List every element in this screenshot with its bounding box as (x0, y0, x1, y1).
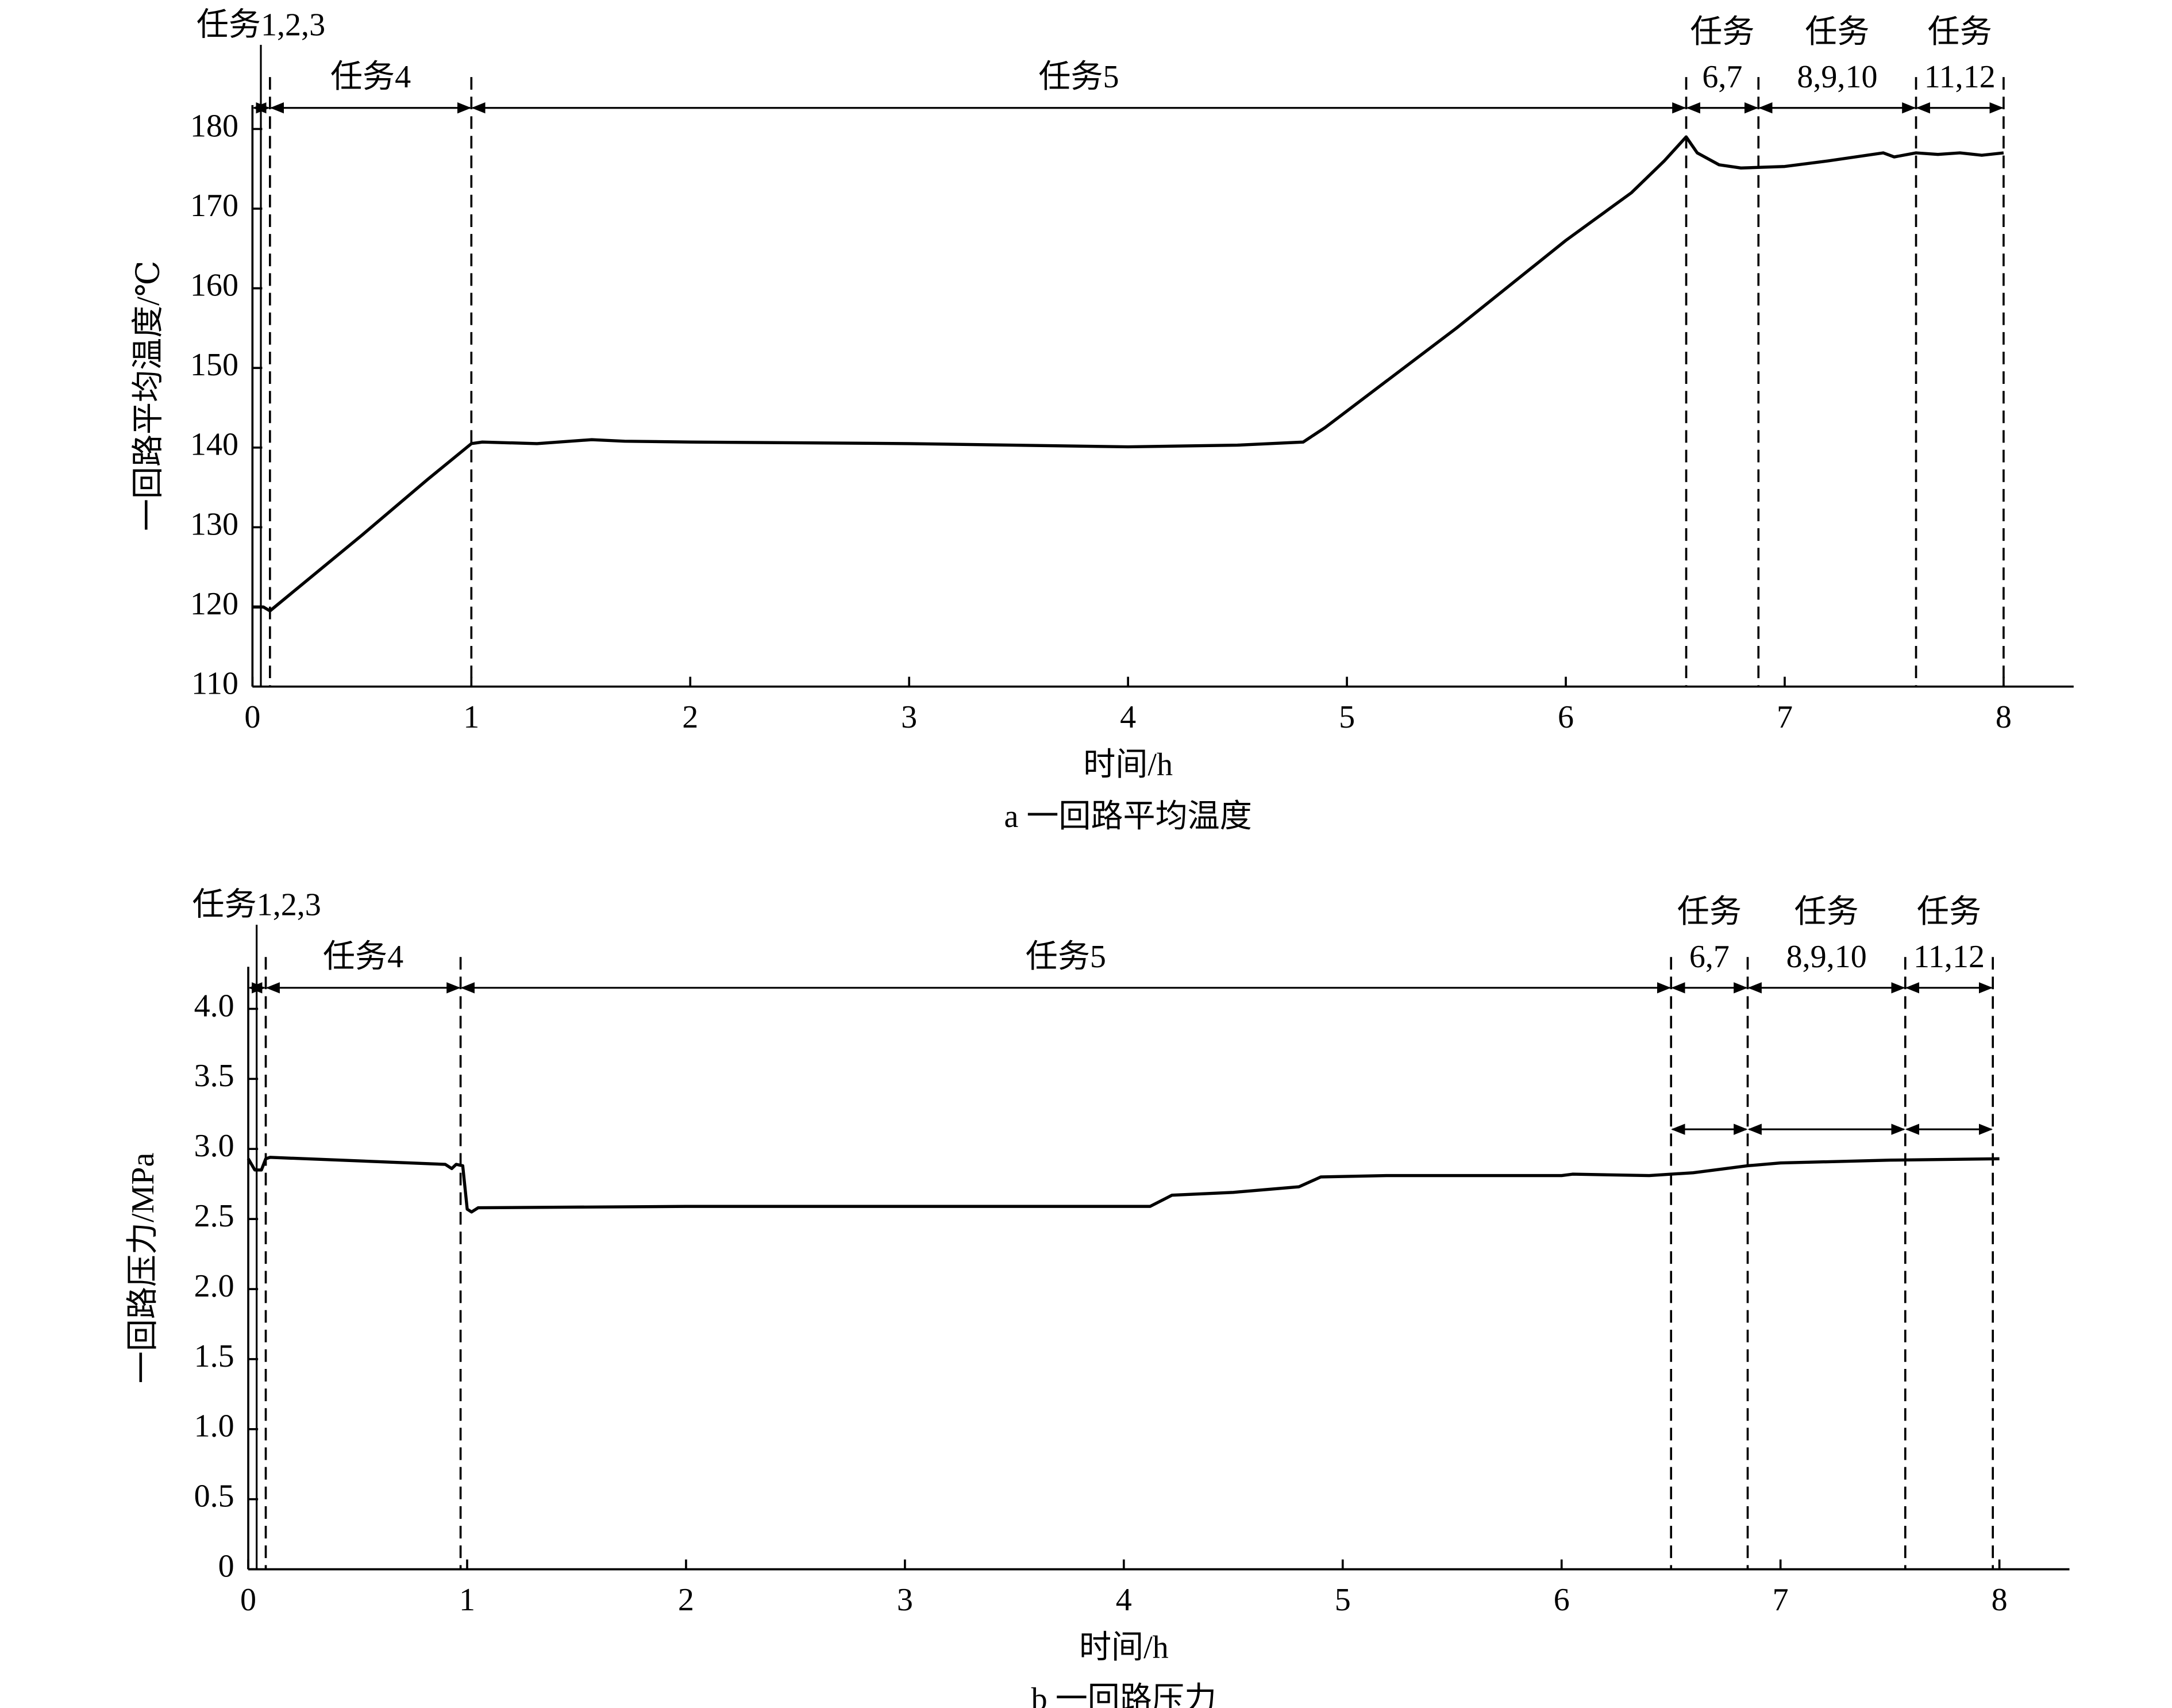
phase-label: 任务 (1677, 894, 1742, 930)
x-tick-label: 6 (1558, 699, 1574, 735)
y-tick-label: 150 (190, 347, 238, 383)
x-tick-label: 7 (1773, 1582, 1789, 1618)
x-tick-label: 5 (1339, 699, 1355, 735)
y-tick-label: 140 (190, 427, 238, 463)
x-tick-label: 3 (897, 1582, 913, 1618)
y-tick-label: 170 (190, 188, 238, 224)
x-tick-label: 2 (682, 699, 698, 735)
y-tick-label: 130 (190, 506, 238, 542)
phase-label: 11,12 (1913, 939, 1985, 975)
x-tick-label: 2 (678, 1582, 694, 1618)
phase-label: 任务1,2,3 (192, 887, 321, 923)
phase-label: 任务 (1917, 894, 1981, 930)
y-tick-label: 1.5 (194, 1338, 234, 1374)
caption: b 一回路压力 (1031, 1682, 1216, 1708)
phase-label: 任务5 (1026, 939, 1106, 975)
phase-label: 任务 (1690, 14, 1754, 50)
x-axis-label: 时间/h (1083, 747, 1173, 783)
y-tick-label: 2.5 (194, 1198, 234, 1234)
x-tick-label: 0 (240, 1582, 256, 1618)
y-tick-label: 1.0 (194, 1409, 234, 1444)
x-tick-label: 5 (1335, 1582, 1351, 1618)
y-tick-label: 120 (190, 586, 238, 622)
y-tick-label: 2.0 (194, 1268, 234, 1304)
phase-label: 6,7 (1702, 59, 1742, 95)
y-axis-label: 一回路压力/MPa (125, 1152, 161, 1383)
x-tick-label: 8 (1992, 1582, 2008, 1618)
phase-label: 8,9,10 (1797, 59, 1877, 95)
data-line (247, 1156, 2000, 1214)
phase-label: 任务4 (323, 939, 403, 975)
x-tick-label: 1 (459, 1582, 475, 1618)
y-tick-label: 180 (190, 108, 238, 144)
phase-label: 6,7 (1689, 939, 1730, 975)
x-tick-label: 0 (244, 699, 260, 735)
phase-label: 任务 (1805, 14, 1869, 50)
phase-label: 任务 (1794, 894, 1859, 930)
y-tick-label: 3.5 (194, 1058, 234, 1094)
x-tick-label: 6 (1554, 1582, 1570, 1618)
y-tick-label: 4.0 (194, 988, 234, 1024)
y-tick-label: 160 (190, 268, 238, 303)
x-tick-label: 1 (463, 699, 479, 735)
x-tick-label: 8 (1996, 699, 2012, 735)
phase-label: 8,9,10 (1786, 939, 1867, 975)
x-tick-label: 7 (1777, 699, 1793, 735)
phase-label: 任务4 (330, 59, 411, 95)
y-tick-label: 0 (218, 1549, 234, 1584)
caption: a 一回路平均温度 (1004, 799, 1251, 834)
y-tick-label: 3.0 (194, 1128, 234, 1164)
y-tick-label: 0.5 (194, 1479, 234, 1514)
phase-label: 任务1,2,3 (197, 7, 325, 43)
y-tick-label: 110 (191, 666, 238, 702)
phase-label: 任务5 (1038, 59, 1119, 95)
x-axis-label: 时间/h (1079, 1630, 1169, 1665)
phase-label: 任务 (1928, 14, 1992, 50)
phase-label: 11,12 (1924, 59, 1996, 95)
y-axis-label: 一回路平均温度/℃ (131, 260, 167, 531)
data-line (252, 135, 2004, 613)
x-tick-label: 4 (1120, 699, 1136, 735)
x-tick-label: 4 (1116, 1582, 1132, 1618)
x-tick-label: 3 (901, 699, 917, 735)
